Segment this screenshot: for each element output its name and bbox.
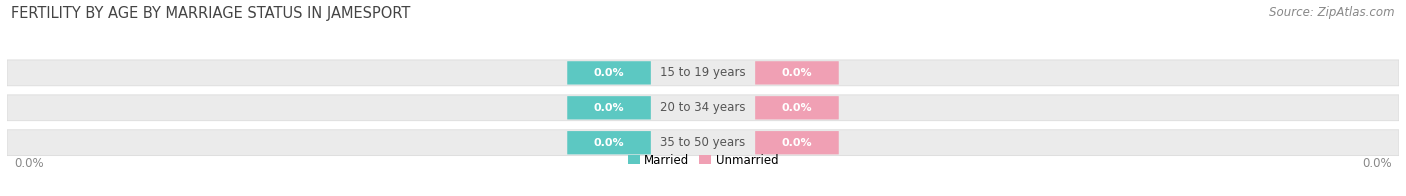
Text: 0.0%: 0.0% [1362,157,1392,170]
FancyBboxPatch shape [755,96,839,119]
Text: 0.0%: 0.0% [782,103,813,113]
FancyBboxPatch shape [567,61,651,84]
Text: Source: ZipAtlas.com: Source: ZipAtlas.com [1270,6,1395,19]
Text: 0.0%: 0.0% [593,68,624,78]
Text: 0.0%: 0.0% [14,157,44,170]
Text: FERTILITY BY AGE BY MARRIAGE STATUS IN JAMESPORT: FERTILITY BY AGE BY MARRIAGE STATUS IN J… [11,6,411,21]
Text: 20 to 34 years: 20 to 34 years [661,101,745,114]
Text: 0.0%: 0.0% [593,138,624,148]
FancyBboxPatch shape [567,131,651,154]
Text: 0.0%: 0.0% [593,103,624,113]
FancyBboxPatch shape [7,130,1399,156]
Text: 15 to 19 years: 15 to 19 years [661,66,745,79]
Text: 0.0%: 0.0% [782,138,813,148]
FancyBboxPatch shape [755,131,839,154]
Text: 0.0%: 0.0% [782,68,813,78]
FancyBboxPatch shape [567,96,651,119]
FancyBboxPatch shape [7,60,1399,86]
Legend: Married, Unmarried: Married, Unmarried [628,154,778,167]
FancyBboxPatch shape [755,61,839,84]
FancyBboxPatch shape [7,95,1399,121]
Text: 35 to 50 years: 35 to 50 years [661,136,745,149]
